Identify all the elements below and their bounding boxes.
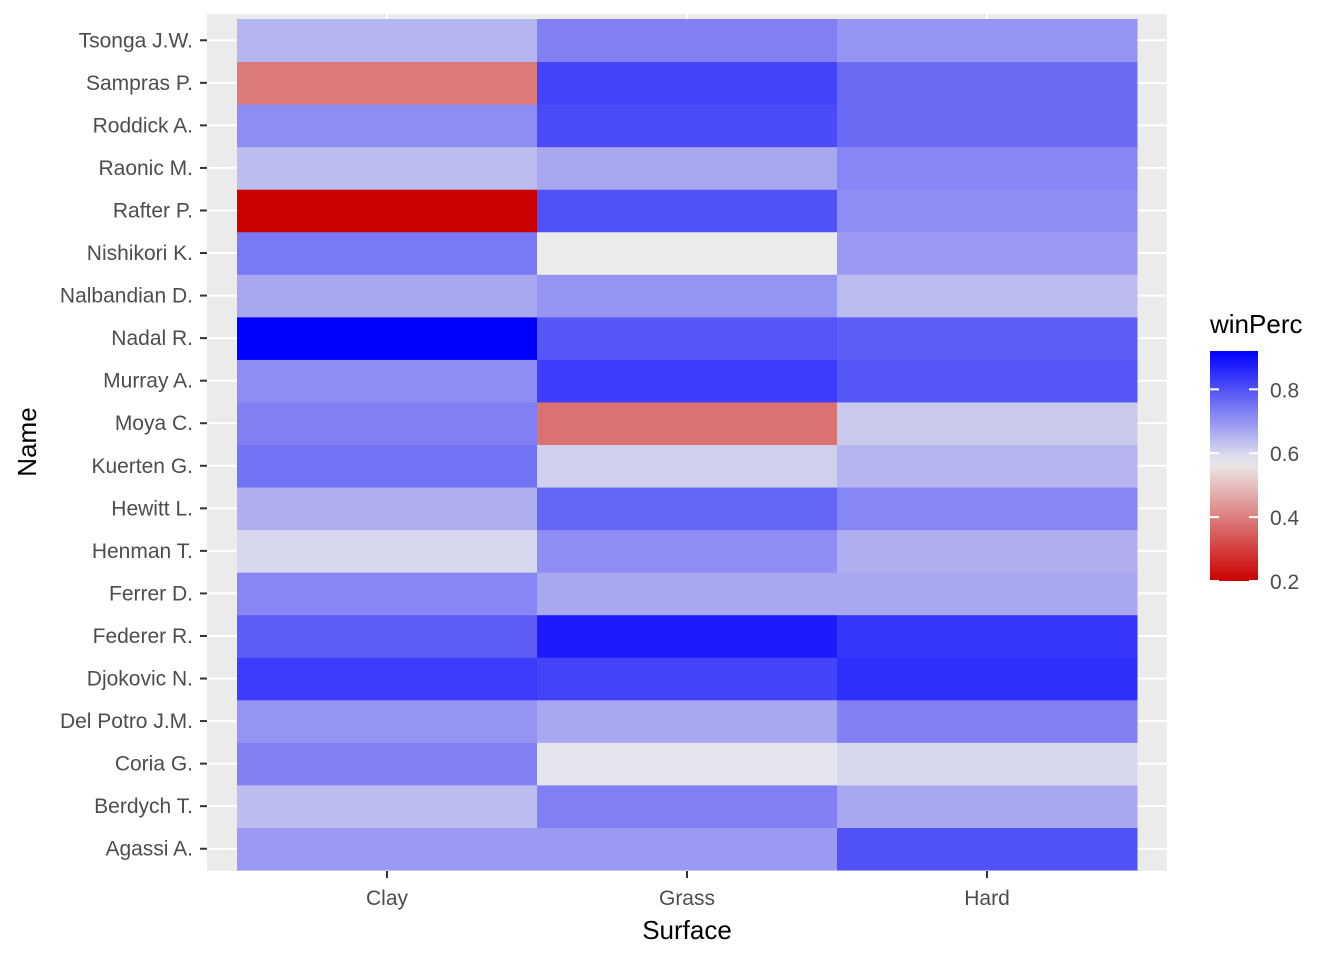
y-tick-label: Sampras P. — [86, 72, 193, 95]
heatmap-tile — [837, 274, 1138, 318]
heatmap-tile — [837, 487, 1138, 531]
heatmap-tile — [537, 401, 838, 445]
heatmap-tile — [537, 19, 838, 63]
heatmap-tile — [237, 614, 538, 658]
heatmap-tile — [237, 359, 538, 403]
heatmap-tile — [537, 827, 838, 871]
legend-tick-label: 0.4 — [1270, 507, 1300, 530]
heatmap-tile — [537, 529, 838, 573]
heatmap-tile — [537, 61, 838, 105]
heatmap-tile — [537, 316, 838, 360]
y-tick-label: Agassi A. — [105, 838, 193, 861]
y-tick-label: Djokovic N. — [87, 668, 193, 691]
y-tick-label: Ferrer D. — [109, 582, 193, 605]
heatmap-tile — [237, 274, 538, 318]
heatmap-tile — [237, 529, 538, 573]
y-tick-label: Coria G. — [115, 753, 193, 776]
heatmap-tile — [537, 274, 838, 318]
y-tick-label: Moya C. — [115, 412, 193, 435]
heatmap-tile — [237, 401, 538, 445]
heatmap-tile — [837, 146, 1138, 190]
heatmap-tile — [237, 444, 538, 488]
y-tick-label: Del Potro J.M. — [60, 710, 193, 733]
heatmap-tile — [237, 827, 538, 871]
heatmap-tile — [537, 657, 838, 701]
y-tick-label: Henman T. — [92, 540, 193, 563]
heatmap-tile — [237, 104, 538, 148]
heatmap-tile — [237, 231, 538, 275]
y-axis: Agassi A. Berdych T. Coria G. Del Potro J.M… — [60, 29, 207, 861]
x-tick-label: Hard — [964, 887, 1010, 910]
heatmap-tile — [837, 401, 1138, 445]
heatmap-tile — [537, 359, 838, 403]
heatmap-tile — [837, 657, 1138, 701]
heatmap-tile — [537, 784, 838, 828]
heatmap-tile — [837, 231, 1138, 275]
legend-tick-label: 0.8 — [1270, 379, 1299, 402]
heatmap-tile — [237, 487, 538, 531]
y-tick-label: Nadal R. — [111, 327, 193, 350]
heatmap-tile — [237, 61, 538, 105]
heatmap-tile — [537, 614, 838, 658]
y-tick-label: Kuerten G. — [91, 455, 193, 478]
heatmap-tile — [837, 444, 1138, 488]
heatmap-tile — [837, 572, 1138, 616]
x-tick-label: Grass — [659, 887, 715, 910]
heatmap-tile — [837, 61, 1138, 105]
heatmap-tile — [537, 146, 838, 190]
heatmap-tile — [837, 189, 1138, 233]
heatmap-tile — [537, 487, 838, 531]
y-axis-title: Name — [12, 407, 42, 476]
heatmap-tiles — [237, 19, 1138, 871]
heatmap-tile — [237, 189, 538, 233]
legend-tick-label: 0.2 — [1270, 571, 1299, 594]
heatmap-tile — [537, 699, 838, 743]
y-tick-label: Murray A. — [103, 370, 193, 393]
legend-ticks: 0.8 0.6 0.4 0.2 — [1210, 379, 1300, 594]
x-tick-label: Clay — [366, 887, 409, 910]
legend-colorbar — [1210, 351, 1258, 581]
x-axis: Clay Grass Hard — [366, 871, 1010, 910]
y-tick-label: Nalbandian D. — [60, 285, 193, 308]
y-tick-label: Hewitt L. — [111, 497, 193, 520]
heatmap-tile — [237, 784, 538, 828]
y-tick-label: Roddick A. — [93, 114, 193, 137]
heatmap-tile — [237, 657, 538, 701]
heatmap-tile — [837, 742, 1138, 786]
heatmap-tile — [537, 189, 838, 233]
heatmap-tile — [837, 784, 1138, 828]
legend-tick-label: 0.6 — [1270, 443, 1299, 466]
heatmap-tile — [837, 316, 1138, 360]
heatmap-tile — [837, 529, 1138, 573]
color-legend: winPerc 0.8 0.6 0.4 0.2 — [1209, 309, 1302, 594]
heatmap-tile — [837, 359, 1138, 403]
heatmap-tile — [537, 104, 838, 148]
heatmap-tile — [837, 699, 1138, 743]
y-tick-label: Nishikori K. — [87, 242, 193, 265]
heatmap-tile — [537, 444, 838, 488]
heatmap-tile — [237, 316, 538, 360]
heatmap-tile — [237, 742, 538, 786]
y-tick-label: Raonic M. — [98, 157, 193, 180]
heatmap-tile — [237, 146, 538, 190]
heatmap-tile — [537, 231, 838, 275]
y-tick-label: Tsonga J.W. — [79, 29, 193, 52]
heatmap-tile — [537, 742, 838, 786]
legend-title: winPerc — [1209, 309, 1302, 339]
heatmap-tile — [837, 827, 1138, 871]
heatmap-tile — [837, 614, 1138, 658]
heatmap-tile — [237, 572, 538, 616]
x-axis-title: Surface — [642, 915, 732, 945]
heatmap-tile — [537, 572, 838, 616]
heatmap-tile — [837, 104, 1138, 148]
heatmap-tile — [837, 19, 1138, 63]
heatmap-tile — [237, 19, 538, 63]
y-tick-label: Berdych T. — [94, 795, 193, 818]
y-tick-label: Federer R. — [93, 625, 193, 648]
y-tick-label: Rafter P. — [113, 199, 193, 222]
heatmap-tile — [237, 699, 538, 743]
